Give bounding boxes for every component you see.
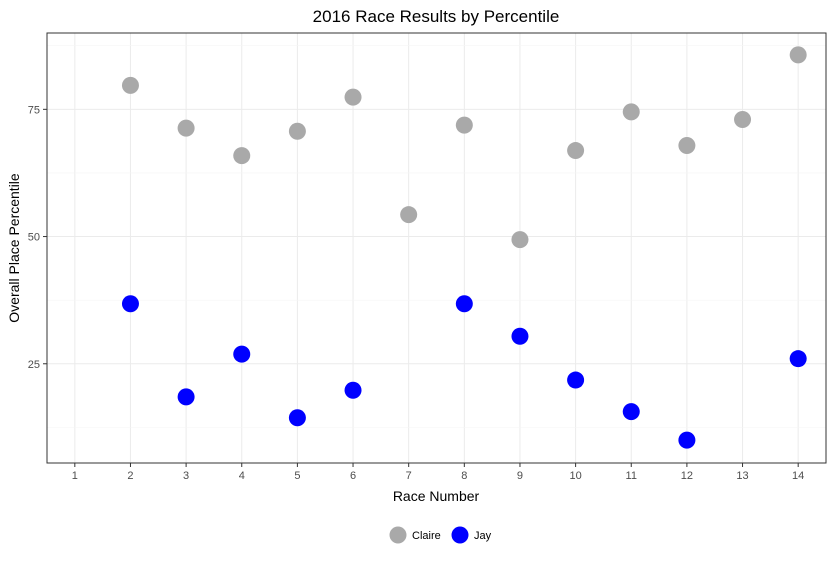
x-tick-label: 7 — [406, 470, 412, 482]
y-axis-ticks: 25 50 75 — [28, 104, 47, 371]
x-tick-label: 10 — [569, 470, 581, 482]
claire-point — [177, 119, 195, 137]
jay-point — [678, 431, 696, 449]
legend-label-claire: Claire — [412, 530, 441, 542]
x-tick-label: 8 — [461, 470, 467, 482]
x-tick-label: 6 — [350, 470, 356, 482]
data-points — [121, 46, 807, 449]
jay-point — [121, 295, 139, 313]
legend-key-claire — [389, 526, 407, 544]
x-tick-label: 11 — [626, 470, 637, 482]
x-axis-ticks: 1 2 3 4 5 6 7 8 9 10 11 12 13 14 — [72, 463, 804, 482]
chart-title: 2016 Race Results by Percentile — [313, 7, 560, 26]
plot-border — [46, 32, 827, 464]
claire-point — [455, 116, 473, 134]
jay-point — [622, 403, 640, 421]
gridlines — [47, 33, 826, 463]
jay-point — [344, 381, 362, 399]
claire-point — [400, 206, 418, 224]
x-tick-label: 14 — [792, 470, 804, 482]
x-axis-title: Race Number — [393, 488, 480, 504]
legend: Claire Jay — [389, 526, 492, 544]
x-tick-label: 13 — [736, 470, 748, 482]
y-tick-label: 50 — [28, 232, 40, 244]
claire-point — [344, 88, 362, 106]
claire-point — [678, 136, 696, 154]
x-tick-label: 5 — [294, 470, 300, 482]
jay-point — [511, 327, 529, 345]
x-tick-label: 9 — [517, 470, 523, 482]
claire-point — [622, 103, 640, 121]
y-axis-title: Overall Place Percentile — [6, 173, 22, 323]
legend-label-jay: Jay — [474, 530, 492, 542]
x-tick-label: 4 — [239, 470, 245, 482]
jay-point — [288, 409, 306, 427]
jay-point — [789, 350, 807, 368]
claire-point — [511, 231, 529, 249]
x-tick-label: 1 — [72, 470, 78, 482]
claire-point — [233, 147, 251, 165]
jay-point — [233, 345, 251, 363]
claire-point — [734, 111, 752, 129]
jay-point — [177, 388, 195, 406]
y-tick-label: 25 — [28, 359, 40, 371]
jay-point — [455, 295, 473, 313]
claire-point — [789, 46, 807, 64]
claire-point — [567, 142, 585, 160]
x-tick-label: 2 — [127, 470, 133, 482]
x-tick-label: 12 — [681, 470, 693, 482]
y-tick-label: 75 — [28, 104, 40, 116]
jay-point — [567, 371, 585, 389]
claire-point — [288, 122, 306, 140]
legend-key-jay — [451, 526, 469, 544]
x-tick-label: 3 — [183, 470, 189, 482]
claire-point — [121, 76, 139, 94]
